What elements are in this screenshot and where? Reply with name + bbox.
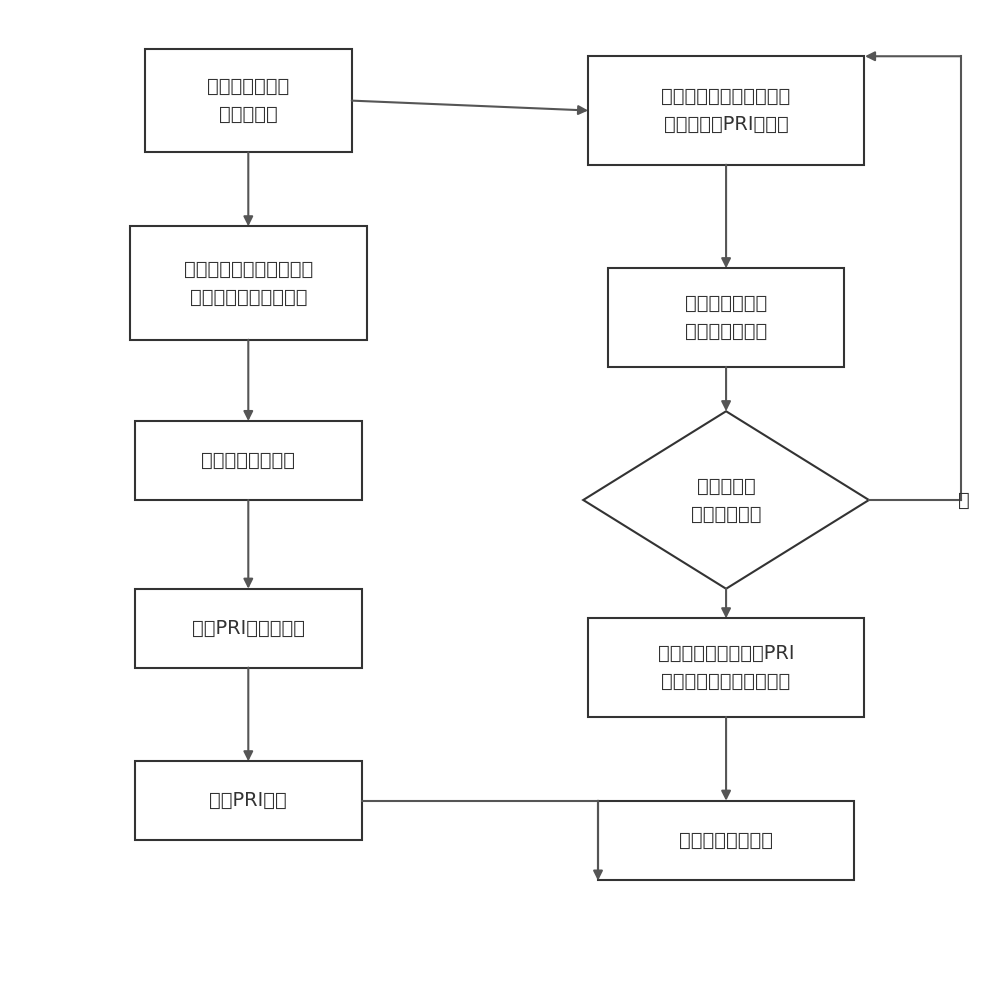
Text: 是: 是 [958, 491, 969, 510]
Text: 原始脉冲到达时
间序列集合: 原始脉冲到达时 间序列集合 [207, 77, 290, 124]
Bar [130, 226, 367, 340]
Bar [598, 801, 854, 880]
Bar [135, 421, 362, 500]
Polygon shape [583, 411, 869, 589]
Text: 从原始集合中删
除脉冲到达时间: 从原始集合中删 除脉冲到达时间 [685, 294, 767, 341]
Bar [135, 589, 362, 668]
Text: 完成雷达信号分选: 完成雷达信号分选 [679, 831, 773, 850]
Bar [135, 761, 362, 840]
Bar [145, 49, 352, 152]
Text: 原始集合中
是否还有脉冲: 原始集合中 是否还有脉冲 [691, 477, 761, 524]
Text: 完成PRI估计: 完成PRI估计 [210, 791, 287, 810]
Text: 遍历原始脉冲到达时间序
列查询符合PRI的脉冲: 遍历原始脉冲到达时间序 列查询符合PRI的脉冲 [661, 87, 790, 134]
Text: 统计差分时间间隔: 统计差分时间间隔 [201, 451, 296, 470]
Bar [588, 618, 864, 717]
Text: 每一个到达时间与其后的
到达时间依次进行差分: 每一个到达时间与其后的 到达时间依次进行差分 [184, 260, 313, 307]
Bar [588, 56, 864, 165]
Bar [607, 268, 844, 367]
Text: 绘制PRI聚类直方图: 绘制PRI聚类直方图 [192, 619, 305, 638]
Text: 获得每个符合条件的PRI
对应的到达时间序列集合: 获得每个符合条件的PRI 对应的到达时间序列集合 [657, 644, 794, 691]
